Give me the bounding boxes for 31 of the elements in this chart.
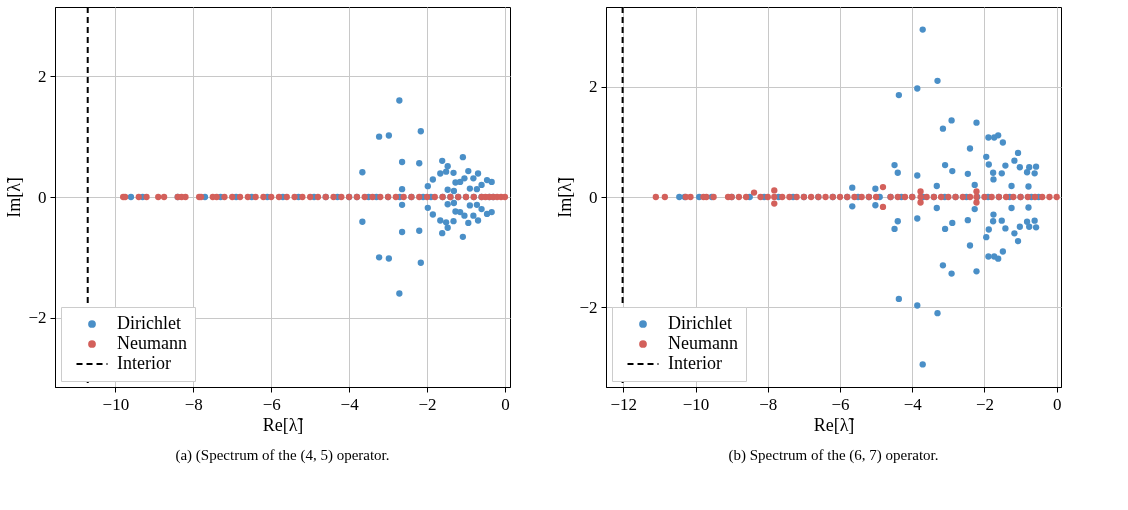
y-tick-label: 0 xyxy=(38,187,47,207)
ref-line-label: Interior xyxy=(668,353,722,373)
x-tick-label: −6 xyxy=(831,394,850,414)
x-axis-title: Re[λ̃] xyxy=(813,414,855,435)
text: (a) (Spectrum of the (4, 5) operator. xyxy=(175,447,390,464)
x-tick-label: −10 xyxy=(682,394,710,414)
x-tick-label: −12 xyxy=(610,394,638,414)
legend-label: Dirichlet xyxy=(668,313,732,333)
x-tick-label: 0 xyxy=(1052,394,1062,414)
legend-label: Neumann xyxy=(117,333,187,353)
y-axis-title: Im[λ̃] xyxy=(4,177,25,218)
y-tick-label: 0 xyxy=(589,187,598,207)
y-tick-label: −2 xyxy=(28,308,47,328)
y-tick-label: −2 xyxy=(579,297,598,317)
x-tick-label: −4 xyxy=(903,394,923,414)
legend-label: Dirichlet xyxy=(117,313,181,333)
x-tick-label: −6 xyxy=(262,394,281,414)
x-tick-label: 0 xyxy=(501,394,510,414)
x-tick-label: −4 xyxy=(340,394,360,414)
x-tick-label: −10 xyxy=(102,394,130,414)
x-tick-label: −8 xyxy=(759,394,778,414)
x-tick-label: −2 xyxy=(418,394,437,414)
y-axis-title: Im[λ̃] xyxy=(555,177,576,218)
x-axis-title: Re[λ̃] xyxy=(262,414,304,435)
text: (b) Spectrum of the (6, 7) operator. xyxy=(728,447,939,464)
legend-label: Neumann xyxy=(668,333,738,353)
y-tick-label: 2 xyxy=(38,66,47,86)
y-tick-label: 2 xyxy=(589,77,598,97)
x-tick-label: −8 xyxy=(184,394,203,414)
ref-line-label: Interior xyxy=(117,353,171,373)
x-tick-label: −2 xyxy=(975,394,994,414)
